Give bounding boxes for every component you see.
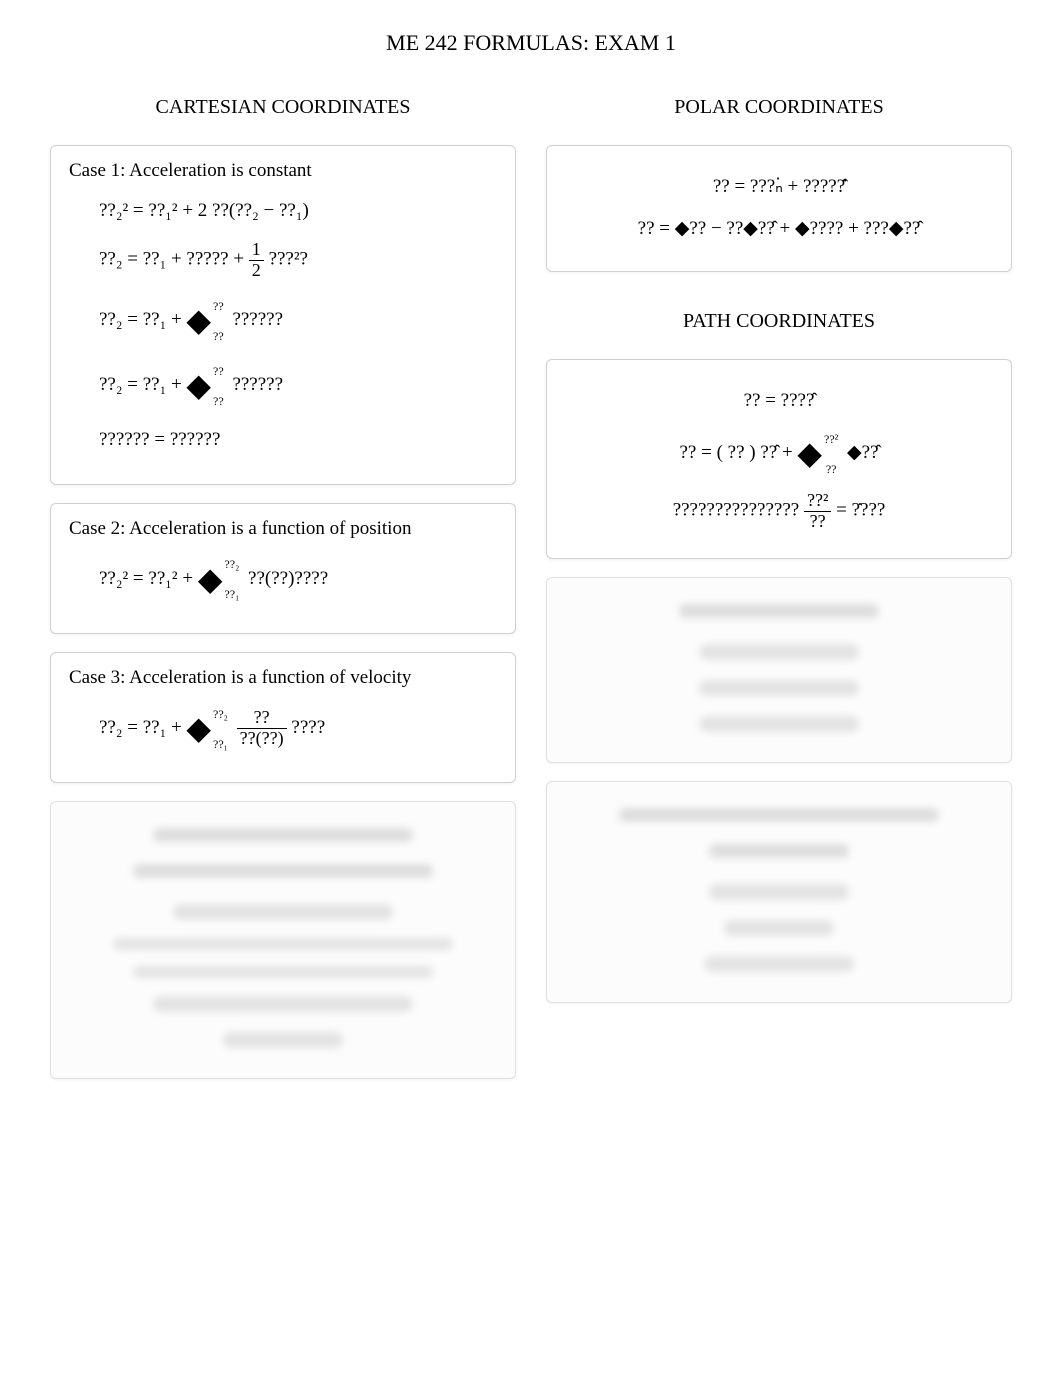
blur-line	[619, 808, 939, 822]
blurred-section-right-1	[546, 577, 1012, 763]
case1-f2b: ???²?	[269, 249, 308, 270]
path-f3a: ???????????????	[673, 500, 800, 521]
frac-num: ??	[237, 708, 287, 729]
integral: ◆ ??₂ ??₁	[186, 703, 231, 754]
integral-icon: ◆	[797, 428, 822, 479]
path-f3: ??????????????? ??² ?? = ?̇???	[565, 491, 993, 532]
case1-f3a: ??₂ = ??₁ +	[99, 309, 186, 330]
int-limits: ??₂ ??₁	[213, 708, 228, 750]
case2-f1b: ??(??)????	[248, 568, 328, 589]
int-upper: ??	[213, 365, 224, 377]
case2-f1a: ??₂² = ??₁² +	[99, 568, 198, 589]
blur-line	[699, 644, 859, 660]
int-upper: ??	[213, 300, 224, 312]
frac-num: ??²	[804, 491, 831, 512]
blur-line	[709, 844, 849, 858]
integral: ◆ ?? ??	[186, 360, 227, 411]
frac-den: ??	[804, 512, 831, 532]
blur-line	[153, 828, 413, 842]
case3-card: Case 3: Acceleration is a function of ve…	[50, 652, 516, 783]
blur-line	[724, 920, 834, 936]
path-f1: ?? = ????̂	[565, 386, 993, 416]
int-limits: ?? ??	[213, 300, 224, 342]
int-upper: ??₂	[213, 708, 228, 720]
polar-f1: ?? = ???ₙ̇ + ?????̂̇	[565, 172, 993, 202]
blur-line	[173, 904, 393, 920]
case1-f1: ??₂² = ??₁² + 2 ??(??₂ − ??₁)	[99, 196, 497, 226]
case1-f2a: ??₂ = ??₁ + ????? +	[99, 249, 249, 270]
case3-f1a: ??₂ = ??₁ +	[99, 717, 186, 738]
path-f3b: = ?̇???	[836, 500, 885, 521]
path-f2: ?? = ( ?? ) ??̂ + ◆ ??² ?? ◆??̂	[565, 428, 993, 479]
int-upper: ??²	[824, 433, 838, 445]
blur-line	[709, 884, 849, 900]
frac-half: 1 2	[249, 240, 264, 281]
case1-f4a: ??₂ = ??₁ +	[99, 374, 186, 395]
frac-den: 2	[249, 261, 264, 281]
case1-card: Case 1: Acceleration is constant ??₂² = …	[50, 145, 516, 485]
integral-icon: ◆	[186, 295, 211, 346]
integral: ◆ ??₂ ??₁	[198, 554, 243, 605]
case3-f1: ??₂ = ??₁ + ◆ ??₂ ??₁ ?? ??(??) ????	[99, 703, 497, 754]
int-lower: ??	[213, 395, 224, 407]
case3-f1b: ????	[291, 717, 325, 738]
page-title: ME 242 FORMULAS: EXAM 1	[50, 30, 1012, 56]
case2-f1: ??₂² = ??₁² + ◆ ??₂ ??₁ ??(??)????	[99, 554, 497, 605]
case1-f5: ?????? = ??????	[99, 425, 497, 455]
integral-icon: ◆	[198, 554, 223, 605]
blur-line	[133, 966, 433, 978]
case1-f4b: ??????	[232, 374, 283, 395]
blur-line	[699, 680, 859, 696]
case2-card: Case 2: Acceleration is a function of po…	[50, 503, 516, 634]
blur-line	[699, 716, 859, 732]
cartesian-title: CARTESIAN COORDINATES	[50, 96, 516, 119]
int-lower: ??	[824, 463, 838, 475]
integral: ◆ ??² ??	[797, 428, 842, 479]
int-limits: ??² ??	[824, 433, 838, 475]
blur-line	[113, 938, 453, 950]
frac-den: ??(??)	[237, 729, 287, 749]
path-title: PATH COORDINATES	[546, 310, 1012, 333]
left-column: CARTESIAN COORDINATES Case 1: Accelerati…	[50, 96, 516, 1079]
path-f2a: ?? = ( ?? ) ??̂ +	[679, 442, 797, 463]
case1-f3: ??₂ = ??₁ + ◆ ?? ?? ??????	[99, 295, 497, 346]
right-column: POLAR COORDINATES ?? = ???ₙ̇ + ?????̂̇ ?…	[546, 96, 1012, 1079]
integral-icon: ◆	[186, 360, 211, 411]
frac: ?? ??(??)	[237, 708, 287, 749]
case3-label: Case 3: Acceleration is a function of ve…	[69, 667, 497, 689]
blur-line	[133, 864, 433, 878]
path-card: ?? = ????̂ ?? = ( ?? ) ??̂ + ◆ ??² ?? ◆?…	[546, 359, 1012, 559]
blur-line	[679, 604, 879, 618]
blurred-section-left	[50, 801, 516, 1079]
polar-title: POLAR COORDINATES	[546, 96, 1012, 119]
int-limits: ??₂ ??₁	[224, 558, 239, 600]
path-f2b: ◆??̂	[847, 442, 878, 463]
frac-num: 1	[249, 240, 264, 261]
frac: ??² ??	[804, 491, 831, 532]
int-lower: ??₁	[213, 738, 228, 750]
integral: ◆ ?? ??	[186, 295, 227, 346]
int-lower: ??	[213, 330, 224, 342]
main-columns: CARTESIAN COORDINATES Case 1: Accelerati…	[50, 96, 1012, 1079]
case1-label: Case 1: Acceleration is constant	[69, 160, 497, 182]
integral-icon: ◆	[186, 703, 211, 754]
polar-card: ?? = ???ₙ̇ + ?????̂̇ ?? = ◆?? − ??◆??̂ +…	[546, 145, 1012, 272]
int-limits: ?? ??	[213, 365, 224, 407]
blurred-section-right-2	[546, 781, 1012, 1003]
case1-f3b: ??????	[232, 309, 283, 330]
case1-f4: ??₂ = ??₁ + ◆ ?? ?? ??????	[99, 360, 497, 411]
int-lower: ??₁	[224, 588, 239, 600]
case2-label: Case 2: Acceleration is a function of po…	[69, 518, 497, 540]
polar-f2: ?? = ◆?? − ??◆??̂ + ◆???? + ???◆??̂	[565, 214, 993, 244]
case1-f2: ??₂ = ??₁ + ????? + 1 2 ???²?	[99, 240, 497, 281]
blur-line	[223, 1032, 343, 1048]
int-upper: ??₂	[224, 558, 239, 570]
blur-line	[704, 956, 854, 972]
blur-line	[153, 996, 413, 1012]
